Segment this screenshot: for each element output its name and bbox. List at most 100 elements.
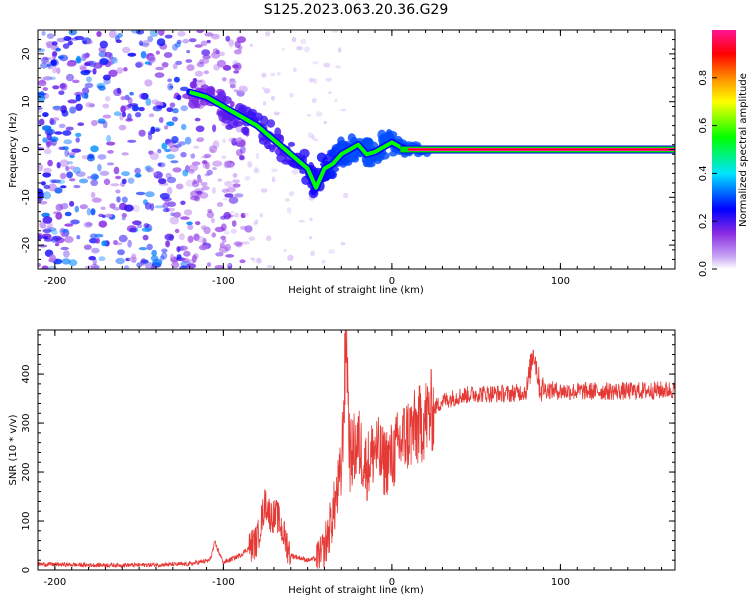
noise-blob	[207, 209, 213, 213]
noise-blob	[130, 30, 141, 34]
noise-blob	[51, 138, 57, 146]
noise-blob	[82, 40, 87, 45]
noise-blob	[115, 189, 121, 194]
noise-blob	[96, 31, 102, 37]
noise-blob	[188, 169, 195, 174]
noise-blob	[146, 167, 155, 173]
noise-blob	[50, 59, 57, 66]
noise-blob	[118, 234, 128, 243]
noise-blob	[311, 97, 317, 104]
noise-blob	[161, 252, 168, 260]
noise-blob	[42, 57, 53, 60]
noise-blob	[41, 265, 49, 269]
noise-blob	[196, 236, 205, 243]
noise-blob	[83, 221, 93, 228]
noise-blob	[56, 162, 61, 169]
noise-blob	[164, 34, 173, 39]
noise-blob	[271, 176, 276, 183]
noise-blob	[224, 193, 234, 198]
noise-blob	[169, 85, 174, 89]
noise-blob	[138, 247, 148, 251]
noise-blob	[75, 103, 83, 112]
noise-blob	[113, 111, 122, 117]
noise-blob	[59, 159, 69, 167]
noise-blob	[38, 118, 45, 126]
noise-blob	[221, 188, 230, 193]
noise-blob	[185, 179, 194, 187]
noise-blob	[311, 134, 316, 140]
noise-blob	[325, 77, 332, 82]
noise-blob	[52, 106, 63, 112]
noise-blob	[71, 148, 82, 153]
noise-blob	[175, 60, 183, 65]
noise-blob	[209, 145, 218, 154]
noise-blob	[166, 107, 174, 113]
noise-blob	[42, 172, 52, 178]
noise-blob	[165, 240, 171, 248]
noise-blob	[187, 235, 194, 243]
noise-blob	[238, 85, 248, 93]
noise-blob	[273, 111, 280, 116]
noise-blob	[47, 159, 53, 167]
noise-blob	[191, 161, 201, 166]
noise-blob	[116, 67, 124, 74]
noise-blob	[158, 178, 167, 185]
noise-blob	[52, 235, 62, 241]
noise-blob	[38, 163, 44, 172]
noise-blob	[46, 33, 55, 39]
noise-blob	[41, 125, 52, 131]
noise-blob	[52, 105, 62, 110]
noise-blob	[121, 152, 129, 156]
noise-blob	[158, 162, 166, 168]
noise-blob	[309, 217, 313, 222]
noise-blob	[188, 38, 197, 43]
noise-blob	[91, 197, 102, 203]
noise-blob	[195, 221, 201, 226]
noise-blob	[50, 58, 59, 67]
noise-blob	[194, 188, 204, 194]
x-tick-label: -100	[212, 577, 235, 588]
noise-blob	[255, 152, 260, 160]
noise-blob	[66, 61, 76, 67]
noise-blob	[151, 249, 157, 257]
noise-blob	[197, 137, 205, 142]
noise-blob	[186, 263, 197, 269]
x-tick-label: 0	[389, 276, 395, 287]
noise-blob	[164, 233, 175, 241]
noise-blob	[67, 40, 73, 46]
noise-blob	[172, 167, 182, 173]
noise-blob	[158, 117, 164, 123]
noise-blob	[42, 137, 48, 143]
noise-blob	[163, 125, 169, 130]
noise-blob	[43, 236, 49, 240]
colorbar-gradient	[712, 30, 736, 269]
noise-blob	[127, 239, 132, 248]
noise-blob	[119, 112, 124, 121]
noise-blob	[94, 233, 104, 238]
noise-blob	[174, 228, 180, 234]
noise-blob	[284, 198, 290, 202]
noise-blob	[42, 228, 52, 233]
noise-blob	[69, 165, 76, 170]
noise-blob	[308, 236, 313, 240]
noise-blob	[271, 168, 278, 173]
noise-blob	[161, 197, 172, 202]
noise-blob	[61, 146, 69, 151]
noise-blob	[155, 50, 160, 55]
noise-blob	[254, 166, 258, 173]
noise-blob	[224, 64, 230, 70]
noise-blob	[211, 232, 216, 238]
noise-blob	[217, 178, 222, 182]
noise-blob	[186, 64, 195, 71]
noise-blob	[73, 184, 81, 189]
noise-blob	[234, 40, 241, 49]
noise-blob	[85, 102, 93, 108]
y-tick-label: 300	[21, 414, 32, 433]
noise-blob	[172, 108, 179, 114]
noise-blob	[69, 178, 76, 182]
noise-blob	[176, 94, 182, 101]
noise-blob	[187, 224, 194, 231]
noise-blob	[225, 35, 231, 42]
noise-blob	[106, 141, 116, 146]
